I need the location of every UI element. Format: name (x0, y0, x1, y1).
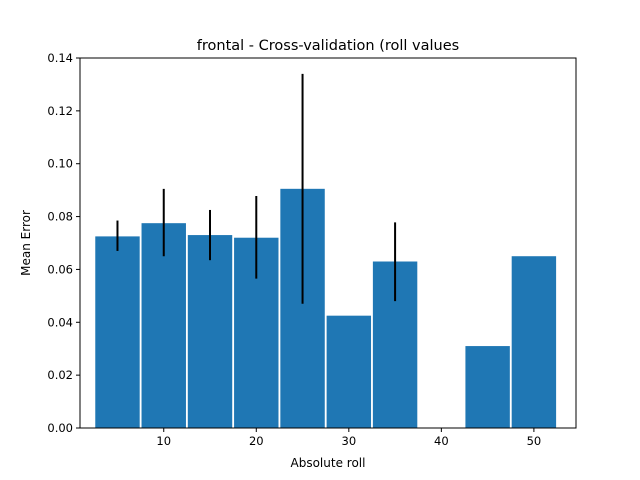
x-tick-label-30: 30 (342, 434, 357, 448)
x-tick-label-10: 10 (156, 434, 171, 448)
bar-10 (141, 223, 186, 428)
errorbars-group (116, 73, 397, 304)
y-tick-label-6: 0.12 (47, 104, 73, 118)
bar-5 (95, 236, 140, 428)
bar-50 (511, 256, 557, 428)
y-tick-label-4: 0.08 (47, 210, 73, 224)
x-tick-label-20: 20 (249, 434, 264, 448)
bar-45 (465, 346, 510, 428)
x-tick-label-50: 50 (527, 434, 542, 448)
y-tick-label-7: 0.14 (47, 51, 73, 65)
y-tick-label-5: 0.10 (47, 157, 73, 171)
y-tick-label-1: 0.02 (47, 368, 73, 382)
bars-group (95, 188, 557, 428)
y-tick-label-0: 0.00 (47, 421, 73, 435)
y-axis-label: Mean Error (19, 210, 33, 276)
x-axis-ticks: 10 20 30 40 50 (156, 428, 541, 448)
bar-30 (326, 315, 372, 428)
bar-15 (187, 235, 233, 428)
x-axis-label: Absolute roll (291, 456, 366, 470)
y-tick-label-3: 0.06 (47, 262, 73, 276)
plot-frame (79, 57, 577, 429)
y-tick-label-2: 0.04 (47, 315, 73, 329)
x-tick-label-40: 40 (434, 434, 449, 448)
chart-title: frontal - Cross-validation (roll values (197, 38, 459, 54)
y-axis-ticks: 0.00 0.02 0.04 0.06 0.08 0.10 0.12 0.14 (47, 51, 80, 435)
